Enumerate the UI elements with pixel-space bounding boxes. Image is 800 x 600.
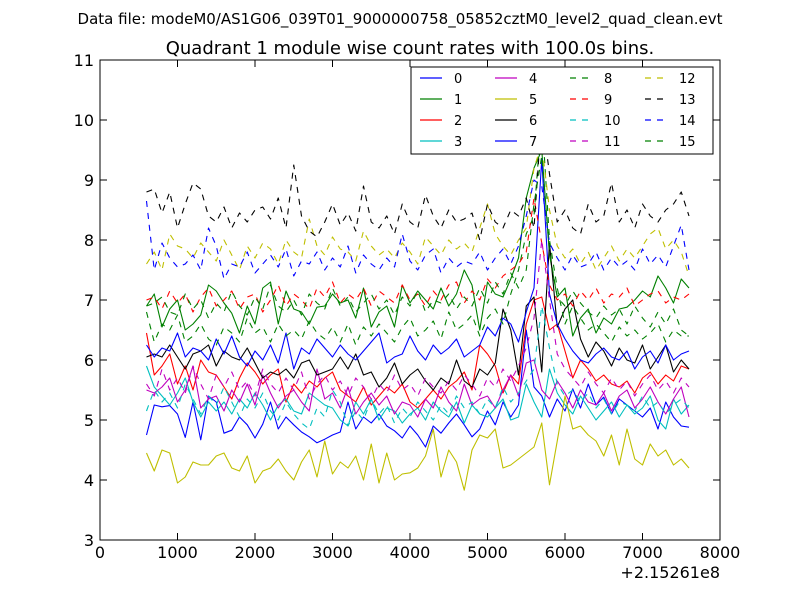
tick-layer: 0 1000 2000 3000 4000 5000 6000 7000 8000 3 4 5 6 7 8 9… [74, 51, 741, 562]
legend-label-3: 3 [454, 135, 462, 150]
series-line-4 [146, 359, 690, 418]
series-line-10 [145, 305, 690, 430]
x-tick-label-4000: 4000 [390, 543, 431, 562]
legend-box [410, 66, 714, 155]
legend-label-1: 1 [454, 93, 462, 108]
legend-label-12: 12 [679, 72, 696, 87]
x-tick-label-6000: 6000 [545, 543, 586, 562]
series-line-9 [146, 197, 690, 313]
series-line-1 [146, 149, 690, 337]
series-layer [145, 113, 690, 491]
series-line-14 [145, 179, 690, 280]
y-tick-label-5: 5 [84, 411, 94, 430]
x-tick-label-0: 0 [95, 543, 105, 562]
x-tick-label-8000: 8000 [700, 543, 741, 562]
y-tick-label-6: 6 [84, 351, 94, 370]
series-line-5 [145, 395, 690, 491]
chart-suptitle: Data file: modeM0/AS1G06_039T01_90000007… [78, 10, 723, 29]
x-tick-label-3000: 3000 [312, 543, 353, 562]
legend-label-15: 15 [679, 135, 696, 150]
y-tick-label-7: 7 [84, 291, 94, 310]
legend-label-2: 2 [454, 114, 462, 129]
series-line-12 [146, 143, 690, 277]
plot-frame [99, 59, 721, 541]
legend-label-4: 4 [529, 72, 537, 87]
legend-label-8: 8 [604, 72, 612, 87]
series-line-13 [146, 113, 690, 241]
legend-label-5: 5 [529, 93, 537, 108]
x-tick-label-7000: 7000 [622, 543, 663, 562]
series-line-6 [146, 242, 690, 391]
legend-label-7: 7 [529, 135, 537, 150]
series-line-0 [145, 329, 690, 448]
y-tick-label-8: 8 [84, 231, 94, 250]
legend-label-14: 14 [679, 114, 696, 129]
y-tick-label-3: 3 [84, 531, 94, 550]
legend-label-0: 0 [454, 72, 462, 87]
legend-label-6: 6 [529, 114, 537, 129]
y-tick-label-10: 10 [74, 111, 94, 130]
legend-label-13: 13 [679, 93, 696, 108]
legend-label-10: 10 [604, 114, 621, 129]
x-tick-label-2000: 2000 [235, 543, 276, 562]
series-line-15 [146, 155, 690, 337]
x-offset-label: +2.15261e8 [620, 563, 720, 582]
y-tick-label-11: 11 [74, 51, 94, 70]
y-tick-label-9: 9 [84, 171, 94, 190]
legend-label-11: 11 [604, 135, 621, 150]
series-line-3 [145, 365, 690, 430]
y-tick-label-4: 4 [84, 471, 94, 490]
legend-label-9: 9 [604, 93, 612, 108]
x-tick-label-5000: 5000 [467, 543, 508, 562]
chart-title: Quadrant 1 module wise count rates with … [166, 38, 655, 59]
series-line-11 [146, 239, 690, 400]
x-tick-label-1000: 1000 [157, 543, 198, 562]
series-line-7 [146, 158, 690, 370]
series-line-8 [145, 113, 689, 346]
